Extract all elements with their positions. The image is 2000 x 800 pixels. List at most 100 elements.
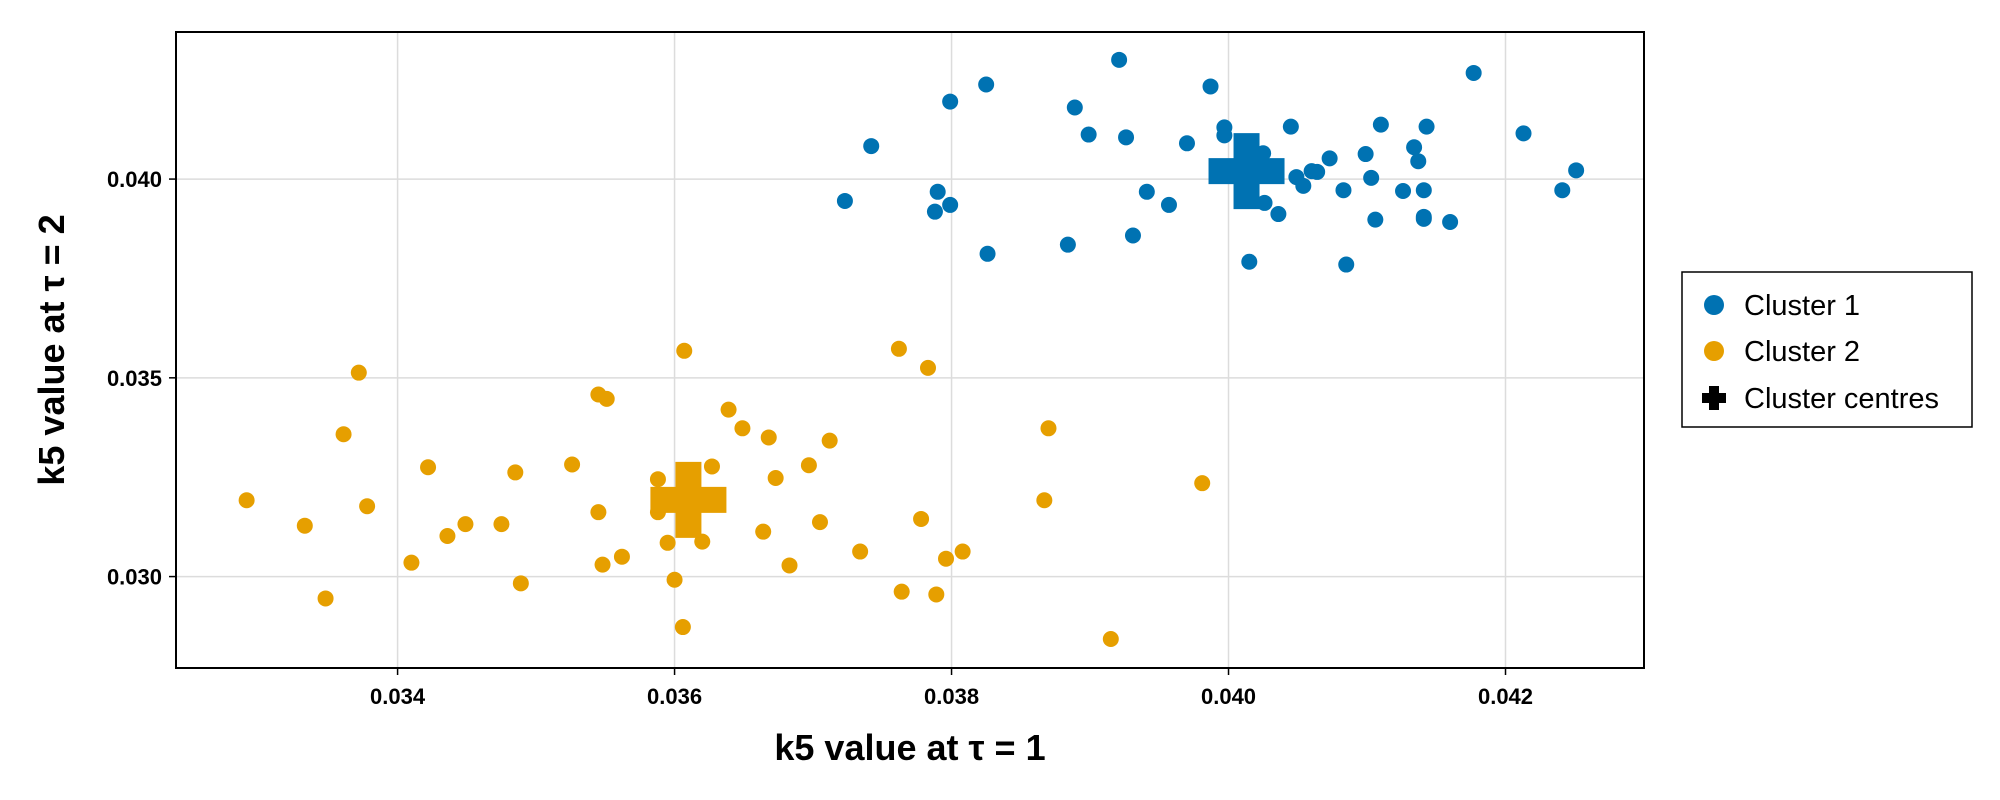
cluster-1-point — [942, 196, 959, 213]
cluster-2-point — [676, 342, 693, 359]
cluster-1-point — [926, 203, 943, 220]
x-tick-label: 0.042 — [1478, 684, 1533, 709]
cluster-2-point — [420, 459, 437, 476]
y-axis-ticks: 0.030 0.035 0.040 — [107, 167, 176, 590]
cluster-1-point — [1363, 169, 1380, 186]
legend-label-cluster-2: Cluster 2 — [1744, 336, 1860, 368]
cluster-1-point — [1111, 51, 1128, 68]
legend-marker-cluster-1 — [1704, 295, 1724, 315]
cluster-1-point — [1357, 146, 1374, 163]
cluster-2-point — [512, 575, 529, 592]
x-axis-title: k5 value at τ = 1 — [774, 727, 1045, 768]
cluster-1-point — [1568, 162, 1585, 179]
y-tick-label: 0.040 — [107, 167, 162, 192]
cluster-1-point — [1410, 153, 1427, 170]
cluster-1-point — [978, 76, 995, 93]
cluster-2-point — [613, 548, 630, 565]
legend-box — [1681, 271, 1973, 428]
cluster-2-point — [913, 510, 930, 527]
cluster-2-point — [296, 517, 313, 534]
cluster-1-point — [1138, 183, 1155, 200]
legend-label-cluster-1: Cluster 1 — [1744, 290, 1860, 322]
cluster-1-point — [1335, 182, 1352, 199]
cluster-1-point — [1415, 182, 1432, 199]
cluster-2-point — [938, 550, 955, 567]
cluster-2-point — [350, 364, 367, 381]
cluster-2-point — [594, 556, 611, 573]
cluster-2-point — [720, 401, 737, 418]
plot-frame — [175, 31, 1645, 669]
cluster-2-point — [439, 528, 456, 545]
cluster-2-point — [1036, 492, 1053, 509]
cluster-2-point — [649, 471, 666, 488]
cluster-2-point — [1194, 475, 1211, 492]
cluster-2-point — [598, 390, 615, 407]
cluster-2-point — [335, 426, 352, 443]
cluster-1-point — [1178, 135, 1195, 152]
cluster-1-point — [1118, 129, 1135, 146]
cluster-1-point — [1202, 78, 1219, 95]
cluster-1-point — [1442, 214, 1459, 231]
cluster-2-point — [760, 429, 777, 446]
cluster-centres-point — [1208, 133, 1285, 210]
cluster-2-point — [1040, 420, 1057, 437]
cluster-2-point — [493, 516, 510, 533]
cluster-1-point — [979, 245, 996, 262]
cluster-1-point — [1465, 64, 1482, 81]
x-tick-label: 0.040 — [1201, 684, 1256, 709]
y-axis-title: k5 value at τ = 2 — [31, 214, 72, 485]
cluster-1-point — [1372, 116, 1389, 133]
cluster-1-point — [929, 183, 946, 200]
cluster-2-point — [507, 464, 524, 481]
cluster-1-point — [1270, 206, 1287, 223]
x-axis-ticks: 0.034 0.036 0.038 0.040 0.042 — [370, 668, 1533, 709]
cluster-1-point — [1418, 118, 1435, 135]
cluster-2-point — [800, 457, 817, 474]
cluster-2-point — [666, 571, 683, 588]
cluster-2-point — [674, 619, 691, 636]
cluster-2-point — [954, 543, 971, 560]
cluster-2-point — [359, 498, 376, 515]
cluster-2-point — [852, 543, 869, 560]
cluster-1-point — [1256, 194, 1273, 211]
cluster-2-point — [457, 516, 474, 533]
legend: Cluster 1 Cluster 2 Cluster centres — [1681, 271, 1973, 428]
cluster-2-point — [821, 432, 838, 449]
cluster-1-point — [1160, 196, 1177, 213]
cluster-1-point — [1367, 211, 1384, 228]
y-tick-label: 0.030 — [107, 565, 162, 590]
cluster-2-point — [703, 458, 720, 475]
cluster-2-point — [238, 492, 255, 509]
cluster-centres-point — [650, 461, 727, 538]
cluster-1-point — [942, 93, 959, 110]
cluster-1-point — [1554, 182, 1571, 199]
cluster-1-point — [1515, 125, 1532, 142]
cluster-2-point — [403, 554, 420, 571]
cluster-2-point — [590, 504, 607, 521]
x-tick-label: 0.036 — [647, 684, 702, 709]
cluster-2-point — [781, 557, 798, 574]
cluster-1-point — [1295, 177, 1312, 194]
data-points — [238, 51, 1585, 647]
cluster-1-point — [1080, 126, 1097, 143]
cluster-2-point — [811, 514, 828, 531]
cluster-2-point — [734, 420, 751, 437]
cluster-1-point — [1216, 127, 1233, 144]
y-tick-label: 0.035 — [107, 366, 162, 391]
cluster-1-point — [1395, 183, 1412, 199]
cluster-1-point — [1059, 236, 1076, 253]
legend-marker-cluster-2 — [1704, 341, 1724, 361]
cluster-1-point — [1241, 253, 1258, 270]
cluster-2-point — [317, 590, 334, 607]
cluster-2-point — [564, 456, 581, 473]
cluster-1-point — [1066, 99, 1083, 116]
legend-label-cluster-centres: Cluster centres — [1744, 383, 1939, 415]
x-tick-label: 0.034 — [370, 684, 426, 709]
x-tick-label: 0.038 — [924, 684, 979, 709]
cluster-1-point — [836, 192, 853, 209]
cluster-2-point — [767, 469, 784, 486]
cluster-2-point — [893, 583, 910, 600]
cluster-2-point — [920, 359, 937, 376]
cluster-2-point — [928, 586, 945, 603]
